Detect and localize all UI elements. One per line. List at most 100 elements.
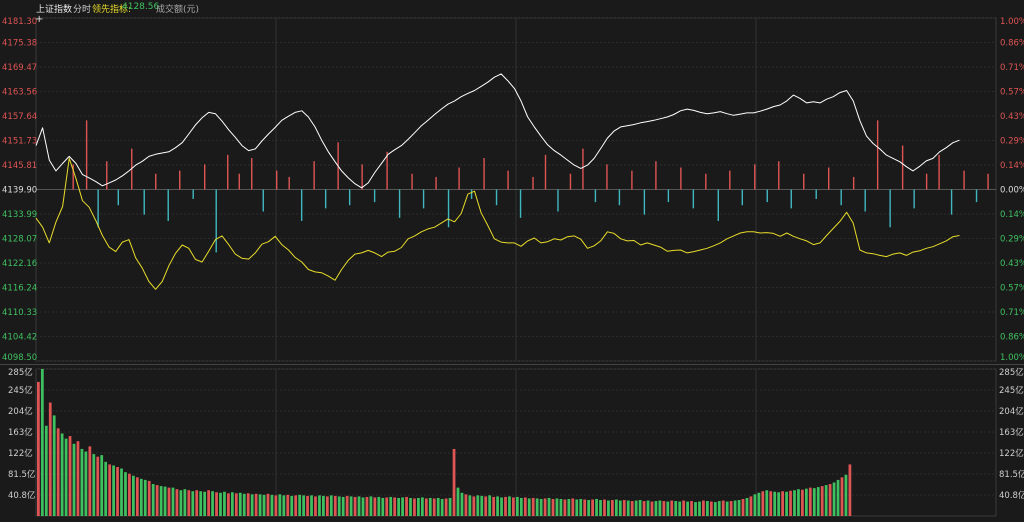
volume-bar bbox=[286, 494, 290, 516]
volume-bar bbox=[128, 473, 131, 516]
volume-right-tick-label: 285亿 bbox=[999, 367, 1024, 378]
volume-bar bbox=[832, 482, 836, 516]
volume-bar bbox=[68, 436, 72, 516]
volume-bar bbox=[618, 500, 622, 516]
volume-bar bbox=[52, 415, 56, 516]
volume-bar bbox=[587, 500, 591, 516]
volume-bar bbox=[686, 501, 689, 516]
up-bar bbox=[803, 173, 805, 190]
volume-bar bbox=[551, 498, 555, 516]
volume-bar bbox=[381, 497, 385, 516]
volume-bar bbox=[670, 500, 674, 516]
up-bar bbox=[238, 173, 240, 190]
volume-bar bbox=[694, 502, 697, 516]
volume-bar bbox=[329, 495, 333, 516]
y-right-tick-label: 1.00% bbox=[1000, 353, 1024, 363]
down-bar bbox=[618, 189, 621, 206]
volume-bar bbox=[357, 496, 361, 516]
volume-right-tick-label: 81.5亿 bbox=[999, 469, 1024, 480]
volume-right-tick-label: 40.8亿 bbox=[999, 490, 1024, 501]
volume-bar bbox=[417, 497, 420, 516]
up-bar bbox=[288, 176, 290, 190]
volume-bar bbox=[713, 502, 717, 516]
down-bar bbox=[422, 189, 425, 209]
volume-bar bbox=[278, 494, 282, 516]
volume-bar bbox=[219, 492, 222, 516]
volume-bar bbox=[634, 500, 638, 516]
volume-bar bbox=[420, 497, 424, 516]
y-right-tick-label: 0.86% bbox=[1000, 39, 1024, 49]
volume-bar bbox=[575, 499, 579, 516]
index-name[interactable]: 上证指数 bbox=[36, 5, 73, 15]
volume-bar bbox=[302, 495, 305, 516]
volume-bar bbox=[333, 495, 337, 516]
y-left-tick-label: 4133.99 bbox=[2, 210, 37, 220]
y-left-tick-label: 4169.47 bbox=[2, 63, 37, 73]
volume-bar bbox=[155, 485, 159, 516]
up-bar bbox=[155, 173, 157, 190]
volume-bar bbox=[179, 490, 183, 516]
volume-bar bbox=[761, 491, 765, 516]
volume-bar bbox=[207, 490, 210, 516]
volume-bar bbox=[120, 468, 123, 516]
volume-bar bbox=[310, 495, 313, 516]
volume-bar bbox=[476, 495, 480, 516]
down-bar bbox=[262, 189, 264, 212]
volume-bar bbox=[579, 498, 583, 516]
volume-bar bbox=[836, 479, 840, 516]
volume-bar bbox=[409, 497, 412, 516]
volume-bar bbox=[203, 491, 207, 516]
volume-bar bbox=[405, 496, 408, 516]
up-bar bbox=[411, 173, 413, 190]
volume-bar bbox=[448, 497, 452, 516]
up-bar bbox=[361, 164, 363, 190]
volume-bar bbox=[444, 498, 448, 516]
volume-bar bbox=[227, 493, 230, 516]
grid-lines bbox=[0, 17, 1024, 517]
volume-bar bbox=[678, 501, 682, 516]
volume-right-tick-label: 245亿 bbox=[999, 385, 1024, 396]
volume-bar bbox=[432, 498, 436, 516]
volume-bar bbox=[571, 498, 575, 516]
down-bar bbox=[717, 189, 719, 221]
leading-indicator-label: 领先指标: bbox=[92, 5, 132, 15]
volume-bar bbox=[413, 498, 416, 516]
volume-bar bbox=[508, 496, 511, 516]
volume-bar bbox=[258, 494, 262, 516]
y-right-tick-label: 0.00% bbox=[1000, 186, 1024, 196]
volume-bar bbox=[124, 472, 127, 516]
volume-bar bbox=[230, 492, 234, 516]
volume-bar bbox=[353, 496, 357, 516]
volume-bar bbox=[345, 495, 349, 516]
up-bar bbox=[938, 154, 940, 190]
down-bar bbox=[373, 189, 376, 203]
volume-bar bbox=[460, 492, 464, 516]
up-bar bbox=[85, 120, 88, 190]
volume-bar bbox=[729, 501, 733, 516]
volume-bar bbox=[709, 501, 713, 516]
price-lines bbox=[35, 73, 960, 290]
volume-bar bbox=[250, 494, 254, 516]
volume-bar bbox=[76, 441, 80, 516]
timeshare-tab[interactable]: 分时 bbox=[73, 5, 92, 15]
axis-labels: 4181.30 1.00% 4175.38 0.86% 4169.47 0.71% 4163… bbox=[2, 17, 1024, 501]
volume-bar bbox=[804, 488, 808, 516]
volume-bar bbox=[492, 496, 496, 516]
down-bar bbox=[117, 189, 119, 206]
up-bar bbox=[313, 161, 315, 190]
volume-bar bbox=[92, 454, 96, 516]
volume-bar bbox=[143, 479, 147, 516]
volume-left-tick-label: 122亿 bbox=[8, 448, 33, 459]
volume-bar bbox=[789, 490, 792, 516]
volume-bar bbox=[234, 493, 238, 516]
y-right-tick-label: 0.14% bbox=[1000, 210, 1024, 220]
volume-bar bbox=[40, 369, 44, 516]
volume-bar bbox=[607, 500, 610, 516]
volume-bar bbox=[183, 489, 187, 516]
volume-bar bbox=[848, 464, 852, 516]
volume-bar bbox=[132, 475, 135, 516]
volume-bar bbox=[37, 381, 40, 516]
volume-bar bbox=[824, 485, 828, 516]
y-left-tick-label: 4163.56 bbox=[2, 88, 37, 98]
